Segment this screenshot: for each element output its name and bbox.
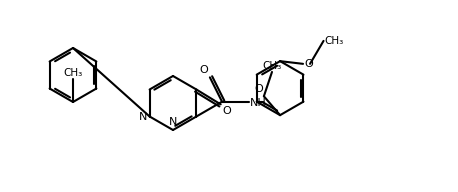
Text: O: O [223, 106, 231, 116]
Text: CH₃: CH₃ [63, 68, 82, 78]
Text: CH₃: CH₃ [325, 36, 344, 46]
Text: O: O [254, 84, 263, 94]
Text: N: N [139, 113, 147, 122]
Text: CH₃: CH₃ [262, 61, 282, 71]
Text: O: O [199, 65, 208, 75]
Text: N: N [169, 117, 177, 127]
Text: O: O [304, 59, 313, 69]
Text: NH: NH [250, 98, 267, 108]
